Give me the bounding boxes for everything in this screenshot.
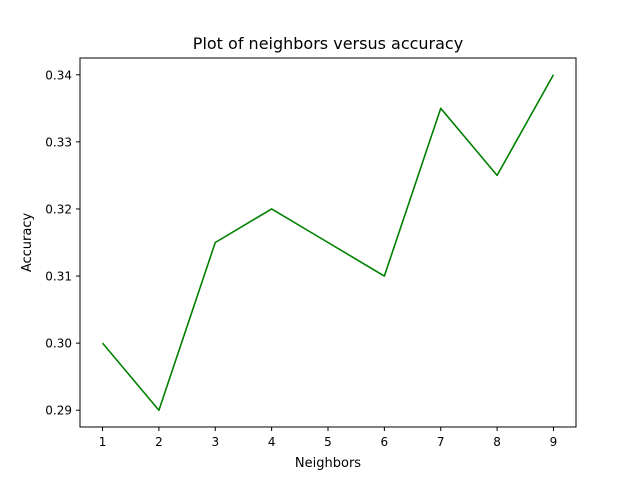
x-tick-label: 8: [493, 435, 501, 449]
y-axis: 0.29 0.30 0.31 0.32 0.33 0.34: [45, 68, 80, 418]
x-axis: 1 2 3 4 5 6 7 8 9: [99, 427, 558, 449]
x-tick-label: 1: [99, 435, 107, 449]
x-tick-label: 6: [381, 435, 389, 449]
y-axis-label: Accuracy: [20, 213, 35, 273]
y-tick-label: 0.31: [45, 270, 72, 284]
x-tick-label: 9: [550, 435, 558, 449]
plot-area: [101, 74, 555, 412]
y-tick-label: 0.34: [45, 68, 72, 82]
x-tick-label: 5: [324, 435, 332, 449]
x-tick-label: 4: [268, 435, 276, 449]
x-axis-label: Neighbors: [295, 456, 361, 471]
y-tick-label: 0.33: [45, 135, 72, 149]
y-tick-label: 0.30: [45, 337, 72, 351]
y-tick-label: 0.29: [45, 404, 72, 418]
x-tick-label: 7: [437, 435, 445, 449]
y-tick-label: 0.32: [45, 202, 72, 216]
chart-title: Plot of neighbors versus accuracy: [193, 34, 463, 53]
x-tick-label: 2: [155, 435, 163, 449]
x-tick-label: 3: [211, 435, 219, 449]
